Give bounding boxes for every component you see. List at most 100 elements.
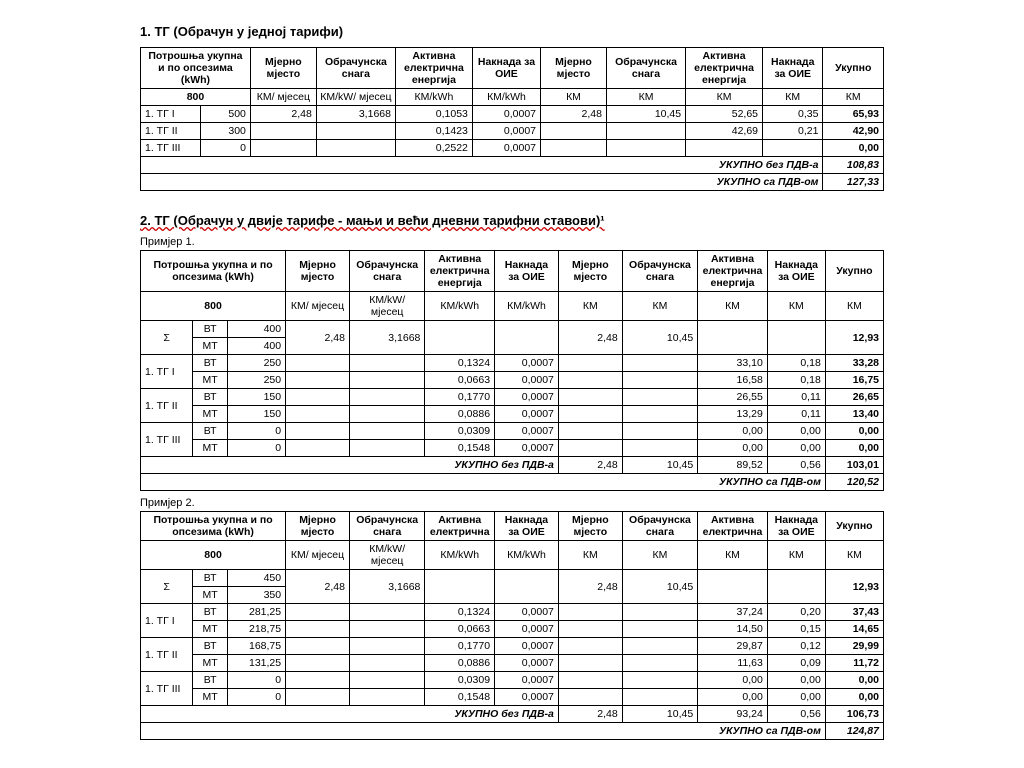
cell [558,440,622,457]
cell [558,355,622,372]
table-section1: Потрошња укупна и по опсезима (kWh) Мјер… [140,47,884,191]
cell: 0,0007 [495,672,559,689]
cell: 33,10 [698,355,768,372]
cell [558,423,622,440]
cell: 0,0007 [495,423,559,440]
mt-label: МТ [193,372,228,389]
cell: 2,48 [286,570,350,604]
cell [558,604,622,621]
h10: Укупно [825,512,883,541]
cell: 10,45 [622,706,697,723]
cell [286,638,350,655]
cell: 0,56 [767,706,825,723]
mt-label: МТ [193,655,228,672]
cell [349,423,424,440]
cell: 400 [228,321,286,338]
cell [622,389,697,406]
tg-label: 1. ТГ III [141,672,193,706]
row-total: 11,72 [825,655,883,672]
u7: КМ [606,89,685,106]
tg-row-mt: МТ 218,75 0,0663 0,0007 14,50 0,15 14,65 [141,621,884,638]
units-row: 800 КМ/ мјесец КМ/kW/ мјесец КМ/kWh КМ/k… [141,292,884,321]
cell: 10,45 [622,457,697,474]
bt-label: ВТ [193,423,228,440]
cell [558,389,622,406]
cell: 14,50 [698,621,768,638]
row-total: 16,75 [825,372,883,389]
cell: 2,48 [250,106,316,123]
cell: 281,25 [228,604,286,621]
bt-label: ВТ [193,672,228,689]
tg-row-bt: 1. ТГ II ВТ 150 0,1770 0,0007 26,55 0,11… [141,389,884,406]
tg-label: 1. ТГ III [141,423,193,457]
cell [622,672,697,689]
cell: 0,18 [767,355,825,372]
tg-row-bt: 1. ТГ I ВТ 250 0,1324 0,0007 33,10 0,18 … [141,355,884,372]
h4: Активна електрична [425,512,495,541]
cell: 0,1324 [425,355,495,372]
u2: КМ/ мјесец [286,292,350,321]
cell [558,621,622,638]
footer-bez-pdv: УКУПНО без ПДВ-а 2,48 10,45 89,52 0,56 1… [141,457,884,474]
row-total: 0,00 [825,689,883,706]
cell [622,423,697,440]
cell [558,672,622,689]
cell [558,372,622,389]
cell: 250 [228,372,286,389]
cell: 0,00 [767,423,825,440]
cell [349,621,424,638]
cell: 0,0309 [425,672,495,689]
cell: 0,35 [763,106,823,123]
u6: КМ [541,89,607,106]
cell [686,140,763,157]
cell: 0,56 [767,457,825,474]
cell [286,355,350,372]
cell: 2,48 [558,706,622,723]
cell [286,389,350,406]
cell: 2,48 [558,570,622,604]
table-row: 1. ТГ III00,25220,00070,00 [141,140,884,157]
tg-label: 1. ТГ II [141,389,193,423]
cell: 0 [228,689,286,706]
h1: Потрошња укупна и по опсезима (kWh) [141,512,286,541]
cell [316,123,395,140]
cell [622,655,697,672]
u9: КМ [767,292,825,321]
cell: 3,1668 [316,106,395,123]
cell: 0,20 [767,604,825,621]
cell [622,604,697,621]
row-label: 1. ТГ II [141,123,201,140]
total-kwh: 800 [141,292,286,321]
cell [349,372,424,389]
cell [349,604,424,621]
cell: 0,00 [698,689,768,706]
footer2-label: УКУПНО са ПДВ-ом [141,174,823,191]
cell [541,140,607,157]
cell [495,321,559,355]
cell [558,406,622,423]
h7: Обрачунска снага [622,251,697,292]
mt-label: МТ [193,587,228,604]
cell: 0 [228,423,286,440]
row-total: 65,93 [823,106,884,123]
cell: 0,00 [698,672,768,689]
cell: 0,0007 [495,406,559,423]
cell: 10,45 [622,570,697,604]
sigma-label: Σ [141,321,193,355]
mt-label: МТ [193,440,228,457]
cell [349,638,424,655]
cell: 150 [228,389,286,406]
h2: Мјерно мјесто [286,512,350,541]
cell: 0,12 [767,638,825,655]
h8: Активна електрична [698,512,768,541]
h6: Мјерно мјесто [541,48,607,89]
footer-sa-pdv: УКУПНО са ПДВ-ом 120,52 [141,474,884,491]
h7: Обрачунска снага [622,512,697,541]
cell: 2,48 [558,457,622,474]
cell [349,389,424,406]
cell: 11,63 [698,655,768,672]
section2-title: 2. ТГ (Обрачун у двије тарифе - мањи и в… [140,213,884,228]
h2: Мјерно мјесто [250,48,316,89]
cell: 0,0007 [495,638,559,655]
footer-sa-pdv: УКУПНО са ПДВ-ом 127,33 [141,174,884,191]
